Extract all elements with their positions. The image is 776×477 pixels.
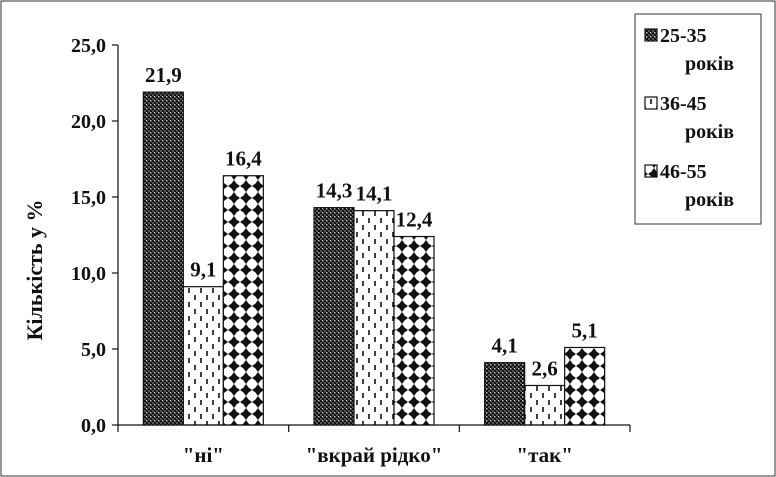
- bar: [353, 210, 395, 426]
- data-label: 9,1: [190, 258, 216, 282]
- bar: [222, 175, 264, 426]
- legend-label: років: [685, 189, 734, 211]
- data-label: 2,6: [532, 356, 558, 380]
- legend-swatch: [644, 164, 658, 178]
- legend-swatch: [644, 28, 658, 42]
- legend-label: 46-55: [660, 161, 707, 183]
- bar: [393, 235, 435, 426]
- legend-label: 36-45: [660, 93, 707, 115]
- x-axis: "ні" "вкрай рідко" "так": [117, 424, 631, 467]
- bar: [484, 362, 526, 426]
- category-label: "вкрай рідко": [306, 443, 443, 467]
- y-axis-label: Кількість у %: [22, 199, 47, 340]
- category-label: "так": [516, 443, 573, 467]
- data-label: 14,3: [316, 179, 353, 203]
- data-label: 21,9: [145, 63, 182, 87]
- legend: 25-35 років 36-45 років 46-55 років: [634, 13, 762, 225]
- y-tick-label: 0,0: [81, 415, 106, 437]
- bar: [313, 207, 355, 426]
- bar: [142, 91, 184, 426]
- y-tick-label: 10,0: [71, 263, 106, 285]
- y-tick-label: 25,0: [71, 35, 106, 57]
- bars: 21,9 9,1 16,4 14,3 14,112,4 4,1 2,6 5,1: [142, 63, 606, 426]
- y-tick-label: 5,0: [81, 339, 106, 361]
- data-label: 5,1: [572, 318, 598, 342]
- legend-label: років: [685, 53, 734, 75]
- legend-label: років: [685, 121, 734, 143]
- data-label: 12,4: [396, 208, 433, 232]
- data-label: 4,1: [492, 334, 518, 358]
- legend-label: 25-35: [660, 25, 707, 47]
- y-tick-label: 15,0: [71, 187, 106, 209]
- bar: [524, 384, 566, 426]
- bar: [564, 346, 606, 426]
- bar: [182, 286, 224, 426]
- legend-box: [634, 13, 762, 225]
- legend-swatch: [644, 96, 658, 110]
- y-tick-label: 20,0: [71, 111, 106, 133]
- data-label: 14,1: [356, 182, 393, 206]
- y-axis: 0,0 5,0 10,0 15,0 20,0 25,0: [71, 35, 119, 437]
- data-label: 16,4: [225, 147, 262, 171]
- category-label: "ні": [183, 443, 224, 467]
